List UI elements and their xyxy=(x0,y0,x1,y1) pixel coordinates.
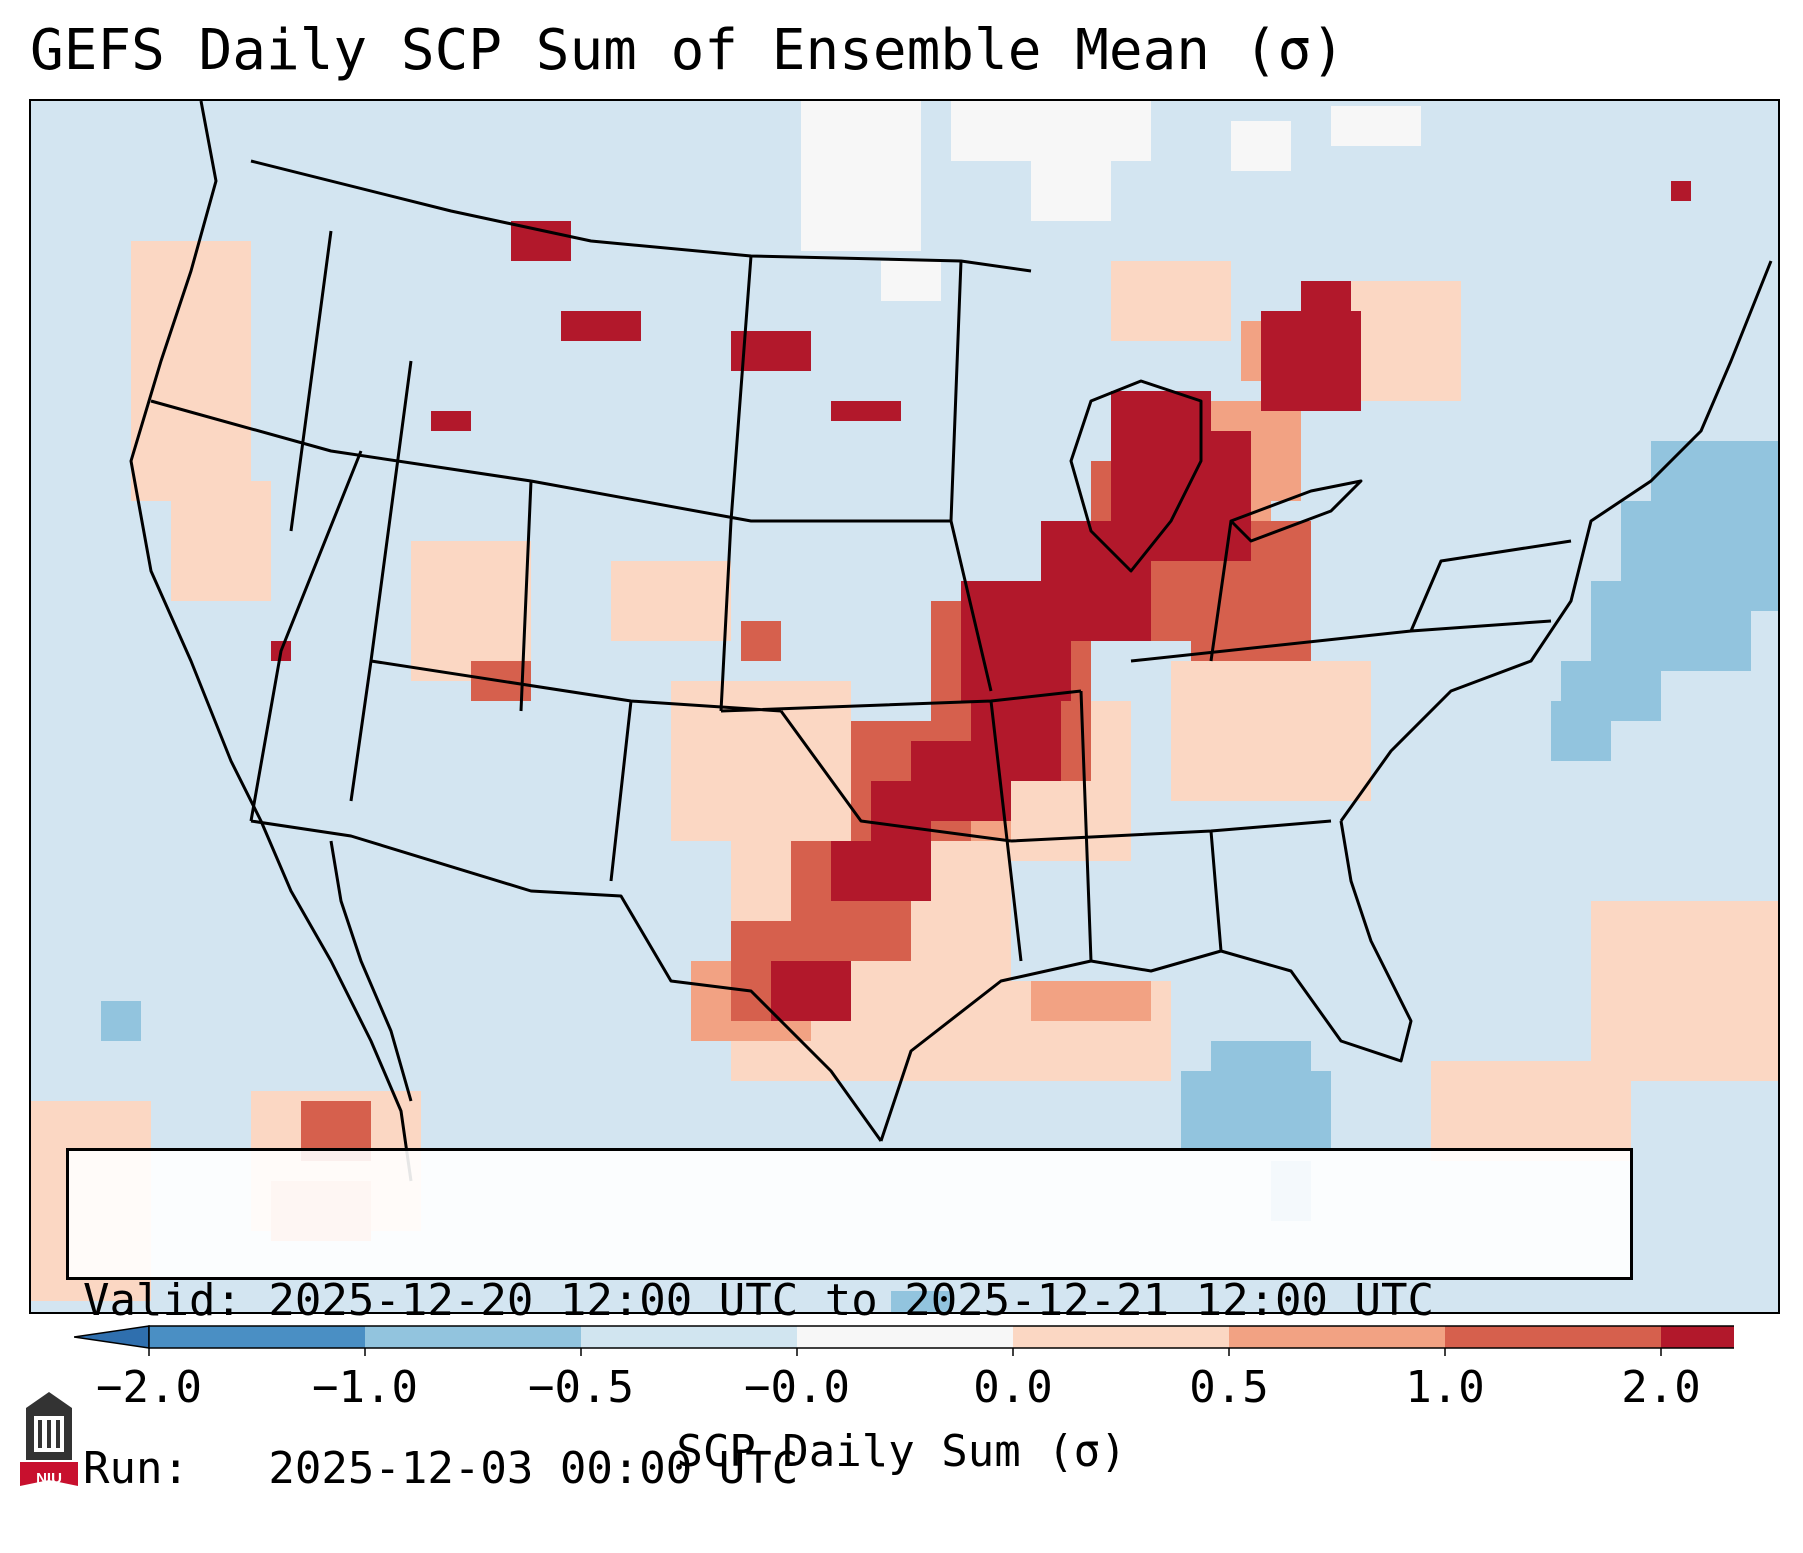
colorbar-segment xyxy=(1661,1326,1734,1348)
canada-border xyxy=(250,159,1032,273)
valid-time-text: Valid: 2025-12-20 12:00 UTC to 2025-12-2… xyxy=(83,1275,1435,1326)
colorbar-segment xyxy=(797,1326,1013,1348)
valid-info-box: Valid: 2025-12-20 12:00 UTC to 2025-12-2… xyxy=(66,1148,1633,1494)
run-time-text: Run: 2025-12-03 00:00 UTC xyxy=(83,1443,799,1494)
colorbar-tick-label: −2.0 xyxy=(96,1362,202,1413)
east-coastline xyxy=(1339,260,1773,822)
baja-coastline xyxy=(329,840,413,1102)
extreme-positive-regions xyxy=(271,181,1691,1021)
mexico-border xyxy=(250,819,883,1142)
logo-text: NIU xyxy=(36,1470,62,1487)
colorbar-extend-low xyxy=(74,1325,150,1349)
colorbar-tick-label: 0.0 xyxy=(973,1362,1053,1413)
colorbar-tick-label: 1.0 xyxy=(1405,1362,1485,1413)
colorbar-tick-label: 2.0 xyxy=(1621,1362,1701,1413)
map-title: GEFS Daily SCP Sum of Ensemble Mean (σ) xyxy=(30,18,1345,83)
colorbar-segment xyxy=(1445,1326,1661,1348)
state-lines xyxy=(150,230,1572,962)
gulf-coastline xyxy=(879,820,1413,1142)
colorbar-segment xyxy=(149,1326,365,1348)
colorbar-tick-label: −0.0 xyxy=(744,1362,850,1413)
niu-logo-icon xyxy=(20,1392,78,1486)
colorbar-segment xyxy=(581,1326,797,1348)
colorbar xyxy=(74,1325,1734,1356)
colorbar-segment xyxy=(1229,1326,1445,1348)
colorbar-tick-label: 0.5 xyxy=(1189,1362,1269,1413)
neutral-patches xyxy=(801,101,1421,301)
negative-patches xyxy=(101,441,1778,1312)
west-coastline xyxy=(129,101,413,1182)
colorbar-tick-label: −1.0 xyxy=(312,1362,418,1413)
great-lakes xyxy=(1069,379,1203,573)
colorbar-tick-label: −0.5 xyxy=(528,1362,634,1413)
map-panel xyxy=(29,99,1780,1314)
boundary-lines xyxy=(129,101,1773,1182)
colorbar-segment xyxy=(365,1326,581,1348)
colorbar-label: SCP Daily Sum (σ) xyxy=(676,1426,1127,1477)
lake-erie xyxy=(1229,479,1363,543)
scp-field-map xyxy=(31,101,1778,1312)
colorbar-segment xyxy=(1013,1326,1229,1348)
